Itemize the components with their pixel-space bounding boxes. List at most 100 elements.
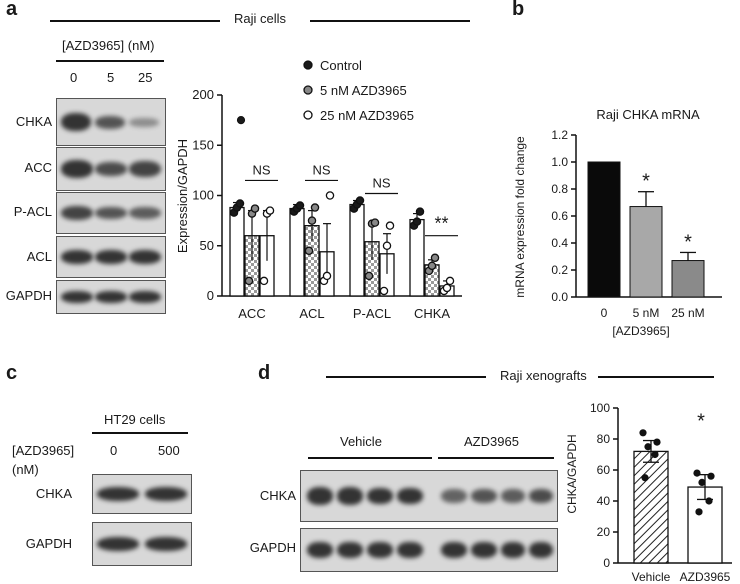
blot-c-label-gapdh: GAPDH (25, 536, 72, 551)
chart-a-bar (229, 206, 245, 297)
chart-a-point (322, 271, 332, 281)
panel-c-title-rule (92, 432, 188, 434)
chart-a-ytick-label: 200 (192, 87, 214, 102)
blot-d-chka (300, 470, 558, 522)
chart-b-bar (587, 161, 621, 298)
chart-a-bar (349, 203, 365, 297)
chart-a-legend-marker (303, 60, 313, 70)
chart-a-point (310, 203, 320, 212)
blot-a-label-chka: CHKA (15, 114, 52, 129)
chart-b-ytick-label: 1.0 (551, 155, 568, 169)
chart-a-point (379, 286, 389, 296)
panel-b-label: b (512, 0, 525, 20)
chart-d-point (695, 508, 703, 516)
chart-d-sig-label: * (697, 411, 705, 433)
chart-d-point (705, 497, 713, 505)
chart-a-point (385, 221, 395, 230)
panel-a-lane-5: 5 (107, 70, 115, 85)
chart-b-ytick-label: 0.8 (551, 182, 568, 196)
chart-a-point (244, 276, 254, 286)
panel-c-lane-0: 0 (110, 443, 118, 458)
chart-b-ytick-label: 0.6 (551, 209, 568, 223)
chart-d-point (653, 438, 661, 446)
chart-d-xlabel: AZD3965 (680, 570, 731, 584)
chart-d-ytick-label: 100 (590, 401, 610, 415)
blot-a-label-p-acl: P-ACL (13, 204, 52, 219)
chart-a-legend-label: Control (320, 58, 362, 73)
chart-a-sig-label: ** (434, 214, 448, 234)
chart-a: Expression/GAPDH 0 50 100 150 200 NS NS NS ** A… (175, 58, 462, 321)
chart-b-xlabel: 0 (601, 306, 608, 320)
chart-a-legend-label: 25 nM AZD3965 (320, 108, 414, 123)
chart-b-ytick-label: 0.4 (551, 236, 568, 250)
chart-a-point (364, 271, 374, 281)
blot-a-gapdh (56, 280, 166, 314)
chart-d-xlabel: Vehicle (632, 570, 671, 584)
chart-b-ytick-label: 0.2 (551, 263, 568, 277)
blot-a-label-gapdh: GAPDH (5, 288, 52, 303)
blot-a-label-acc: ACC (24, 160, 52, 175)
chart-a-point (235, 199, 245, 208)
chart-a-point (236, 116, 246, 125)
chart-a-ytick-label: 0 (207, 288, 214, 303)
chart-d-ylabel: CHKA/GAPDH (565, 434, 579, 513)
chart-a-xlabel: ACC (238, 306, 265, 321)
chart-a-ytick-label: 50 (200, 238, 214, 253)
blot-a-label-acl: ACL (26, 249, 52, 264)
chart-a-ytick-label: 150 (192, 137, 214, 152)
chart-a-legend-marker (303, 110, 313, 120)
chart-a-bar (409, 218, 425, 297)
panel-d-group-vehicle-rule (308, 457, 432, 459)
panel-c-title: HT29 cells (104, 412, 166, 427)
chart-d-ytick-label: 40 (597, 494, 611, 508)
chart-b-xlabel: 5 nM (633, 306, 660, 320)
panel-d-group-vehicle: Vehicle (340, 434, 382, 449)
chart-d-point (707, 472, 715, 480)
chart-a-point (250, 204, 260, 213)
blot-c-chka (92, 474, 192, 514)
chart-a-ylabel: Expression/GAPDH (175, 139, 190, 253)
chart-b-ytick-label: 0.0 (551, 290, 568, 304)
blot-a-acl (56, 236, 166, 278)
panel-c-lane-500: 500 (158, 443, 180, 458)
chart-d: CHKA/GAPDH 0 20 40 60 80 100 * Vehicle AZD3965 (565, 401, 732, 584)
panel-c-treatment-label-1: [AZD3965] (12, 443, 75, 458)
blot-a-p-acl (56, 192, 166, 234)
chart-a-sig-label: NS (372, 175, 390, 190)
panel-d-group-azd3965: AZD3965 (464, 434, 519, 449)
panel-a-title-rule-right (310, 20, 470, 22)
chart-a-sig-label: NS (252, 162, 270, 177)
panel-c-treatment-label-2: (nM) (12, 462, 39, 477)
panel-d-label: d (258, 362, 271, 384)
panel-d-title-rule-right (598, 376, 714, 378)
chart-d-point (639, 429, 647, 437)
panel-a-lane-25: 25 (138, 70, 153, 85)
chart-d-ytick-label: 0 (603, 556, 610, 570)
panel-d-group-azd3965-rule (438, 457, 554, 459)
blot-d-gapdh (300, 528, 558, 572)
chart-d-point (651, 450, 659, 459)
chart-a-point (325, 191, 335, 200)
panel-a-treatment-label: [AZD3965] (nM) (62, 38, 155, 53)
chart-a-point (427, 261, 437, 271)
chart-b-xlabel: 25 nM (671, 306, 704, 320)
blot-c-label-chka: CHKA (35, 486, 72, 501)
chart-a-point (259, 276, 269, 286)
chart-a-point (370, 218, 380, 227)
chart-b-xlabel: [AZD3965] (612, 324, 669, 338)
chart-d-ytick-label: 60 (597, 463, 611, 477)
blot-d-label-chka: CHKA (259, 488, 296, 503)
chart-a-xlabel: CHKA (414, 306, 450, 321)
chart-d-ytick-label: 20 (597, 525, 611, 539)
chart-a-point (265, 206, 275, 215)
panel-d-title-rule-left (326, 376, 486, 378)
chart-b-sig-label: * (642, 171, 650, 193)
chart-a-point (355, 196, 365, 205)
chart-a-point (307, 216, 317, 225)
chart-a-sig-label: NS (312, 162, 330, 177)
chart-a-xlabel: P-ACL (353, 306, 391, 321)
chart-a-ytick-label: 100 (192, 188, 214, 203)
chart-b-title: Raji CHKA mRNA (596, 107, 700, 122)
panel-a-title: Raji cells (234, 11, 287, 26)
chart-a-point (430, 253, 440, 263)
